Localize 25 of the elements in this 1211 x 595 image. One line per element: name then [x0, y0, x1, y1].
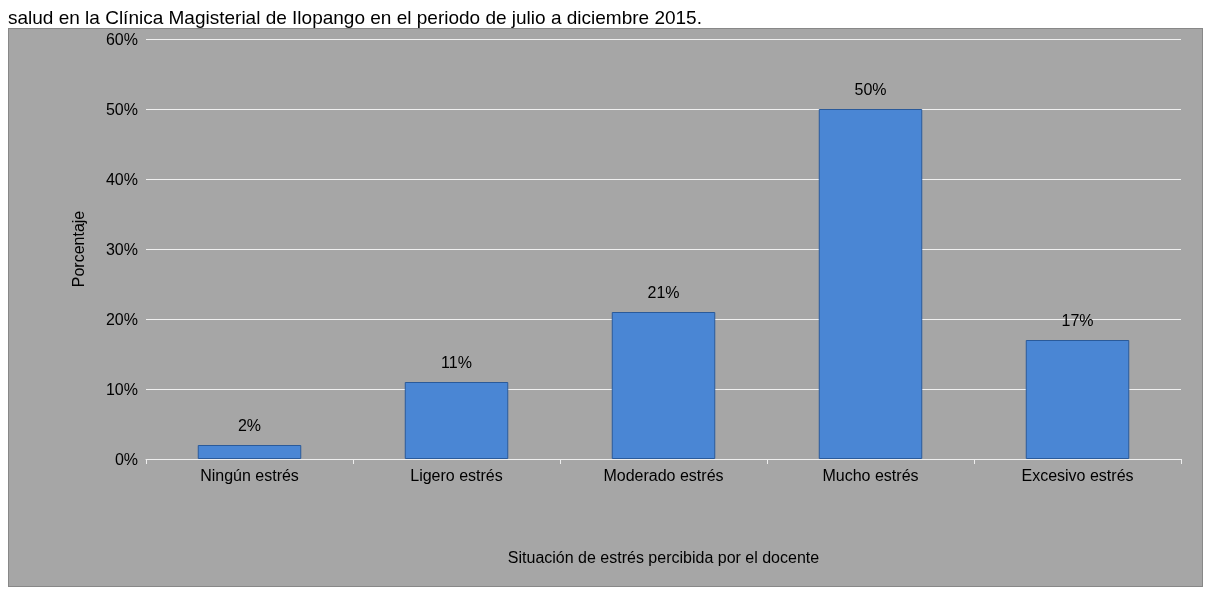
data-label: 2% — [237, 416, 262, 434]
y-tick-label: 40% — [105, 170, 138, 188]
y-tick-label: 60% — [105, 30, 138, 48]
data-label: 50% — [854, 80, 887, 98]
y-tick-label: 30% — [105, 240, 138, 258]
data-label: 21% — [647, 283, 680, 301]
x-tick-label: Ningún estrés — [200, 466, 299, 484]
bar — [1025, 340, 1130, 459]
x-tick-label: Excesivo estrés — [1021, 466, 1134, 484]
y-tick-label: 0% — [114, 450, 138, 468]
x-tick-label: Moderado estrés — [603, 466, 724, 484]
x-tick-label: Ligero estrés — [410, 466, 503, 484]
x-tick-label: Mucho estrés — [822, 466, 919, 484]
bar — [611, 312, 716, 459]
chart-title: salud en la Clínica Magisterial de Ilopango en el periodo de julio a diciembre 2015. — [8, 7, 703, 28]
y-tick-label: 10% — [105, 380, 138, 398]
y-tick-label: 50% — [105, 100, 138, 118]
y-axis-title: Porcentaje — [69, 210, 87, 288]
x-axis-title: Situación de estrés percibida por el docente — [507, 548, 820, 566]
bar — [404, 382, 509, 459]
bar — [197, 445, 302, 459]
bar — [818, 109, 923, 459]
y-tick-label: 20% — [105, 310, 138, 328]
data-label: 17% — [1061, 311, 1094, 329]
data-label: 11% — [441, 353, 472, 371]
